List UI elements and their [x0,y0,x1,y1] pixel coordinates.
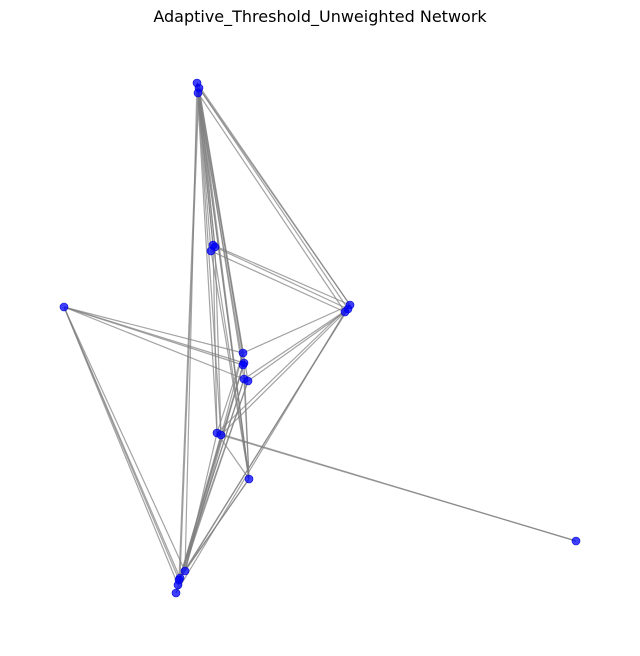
edge-A3-B1 [197,92,214,246]
node-H4 [173,580,183,590]
edge-G-H2 [179,478,250,579]
edge-F2-I [220,434,577,542]
edge-C2-F2 [220,308,349,436]
edge-D-H1 [63,306,186,572]
edge-layer [63,82,577,594]
node-layer [59,78,581,598]
edge-A3-F2 [197,92,222,436]
edge-D-H4 [63,306,179,586]
edge-A1-F1 [196,82,218,434]
node-E1 [238,348,248,358]
edge-F1-H1 [184,432,218,572]
node-B3 [206,246,216,256]
figure-title: Adaptive_Threshold_Unweighted Network [153,7,487,27]
edge-A2-C1 [198,87,351,306]
node-E5 [243,376,253,386]
node-A3 [193,88,203,98]
node-F2 [216,430,226,440]
edge-E1-F1 [216,352,244,434]
edge-A2-C2 [198,87,349,310]
edge-A3-C3 [197,92,346,313]
node-C3 [340,307,350,317]
edge-C3-E5 [247,311,346,382]
edge-F2-H2 [179,434,222,579]
edge-D-E4 [63,306,245,380]
node-I [571,536,581,546]
edge-F1-G [216,432,250,480]
edge-D-E1 [63,306,244,354]
edge-B1-C1 [212,244,351,306]
node-H5 [171,588,181,598]
edge-B1-F1 [212,244,218,434]
edge-C1-E1 [242,304,351,354]
edge-E3-H1 [184,364,244,572]
node-H1 [180,566,190,576]
node-E3 [238,360,248,370]
edge-B2-C2 [214,246,349,310]
node-G [244,474,254,484]
edge-A1-G [196,82,250,480]
edge-A3-H3 [178,92,199,581]
edge-C2-E4 [243,308,349,380]
node-D [59,302,69,312]
edge-D-E3 [63,306,244,366]
edge-C3-H5 [175,311,346,594]
edge-A2-H2 [179,87,200,579]
edge-C1-F1 [216,304,351,434]
edge-A2-E5 [198,87,249,382]
edge-B3-C3 [210,250,346,313]
